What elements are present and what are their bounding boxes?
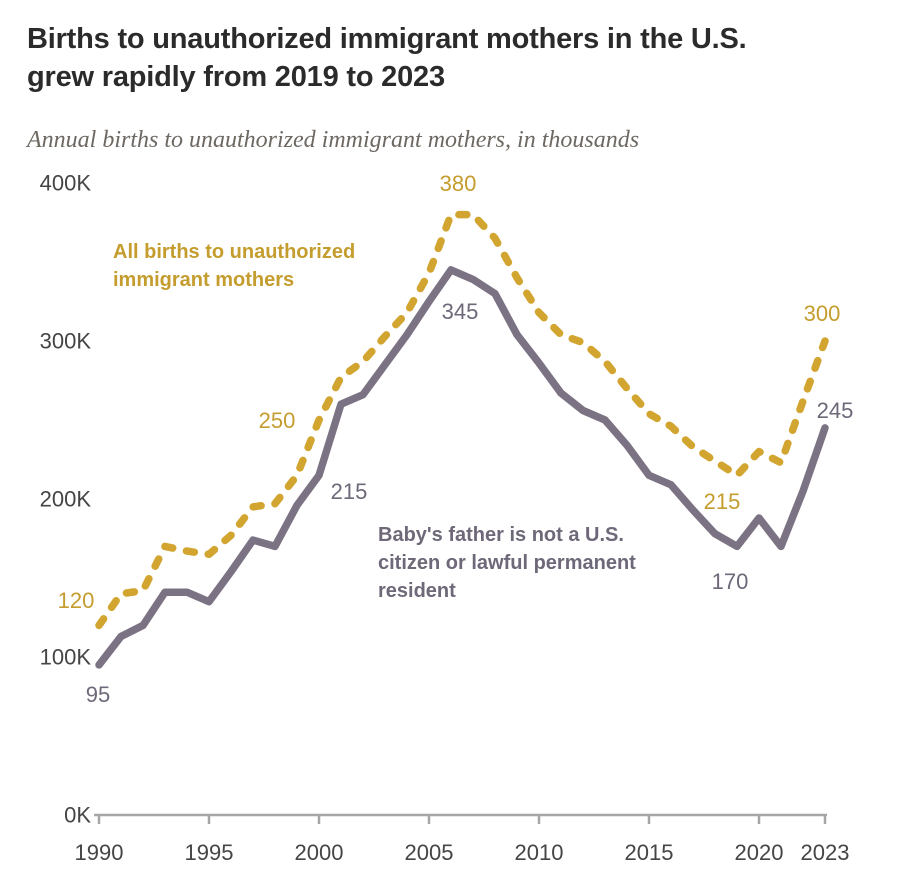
callout-all-2000: 250: [258, 408, 296, 433]
callout-father-2023: 245: [816, 398, 854, 423]
callout-father-peak: 345: [441, 299, 479, 324]
y-tick-label: 0K: [64, 803, 91, 828]
x-tick-label: 2000: [295, 840, 344, 865]
callout-father-1990: 95: [85, 682, 111, 707]
x-tick-label: 2010: [515, 840, 564, 865]
chart-title: Births to unauthorized immigrant mothers…: [27, 23, 747, 93]
callout-all-2019: 215: [703, 489, 741, 514]
x-axis: 1990 1995 2000 2005 2010 2015 2020 2023: [75, 813, 850, 865]
series-line-all: [95, 210, 829, 630]
callout-all-2023: 300: [803, 301, 841, 326]
callout-father-2000: 215: [330, 479, 368, 504]
x-tick-label: 2005: [405, 840, 454, 865]
x-tick-label: 2023: [801, 840, 850, 865]
y-axis-labels: 400K 300K 200K 100K 0K: [40, 171, 92, 828]
y-tick-label: 100K: [40, 645, 92, 670]
x-tick-label: 2020: [735, 840, 784, 865]
callout-all-1990: 120: [57, 588, 95, 613]
x-tick-label: 2015: [625, 840, 674, 865]
y-tick-label: 300K: [40, 329, 92, 354]
x-tick-label: 1990: [75, 840, 124, 865]
y-tick-label: 400K: [40, 171, 92, 196]
callout-all-peak: 380: [439, 171, 477, 196]
series-label-father-not-citizen: Baby's father is not a U.S. citizen or l…: [378, 524, 636, 602]
series-label-all-births: All births to unauthorized immigrant mot…: [113, 241, 356, 291]
series-lines: [95, 210, 829, 669]
chart-subtitle: Annual births to unauthorized immigrant …: [27, 127, 640, 153]
x-tick-label: 1995: [185, 840, 234, 865]
callout-father-2019: 170: [711, 569, 749, 594]
y-tick-label: 200K: [40, 487, 92, 512]
series-line-father: [95, 266, 829, 669]
